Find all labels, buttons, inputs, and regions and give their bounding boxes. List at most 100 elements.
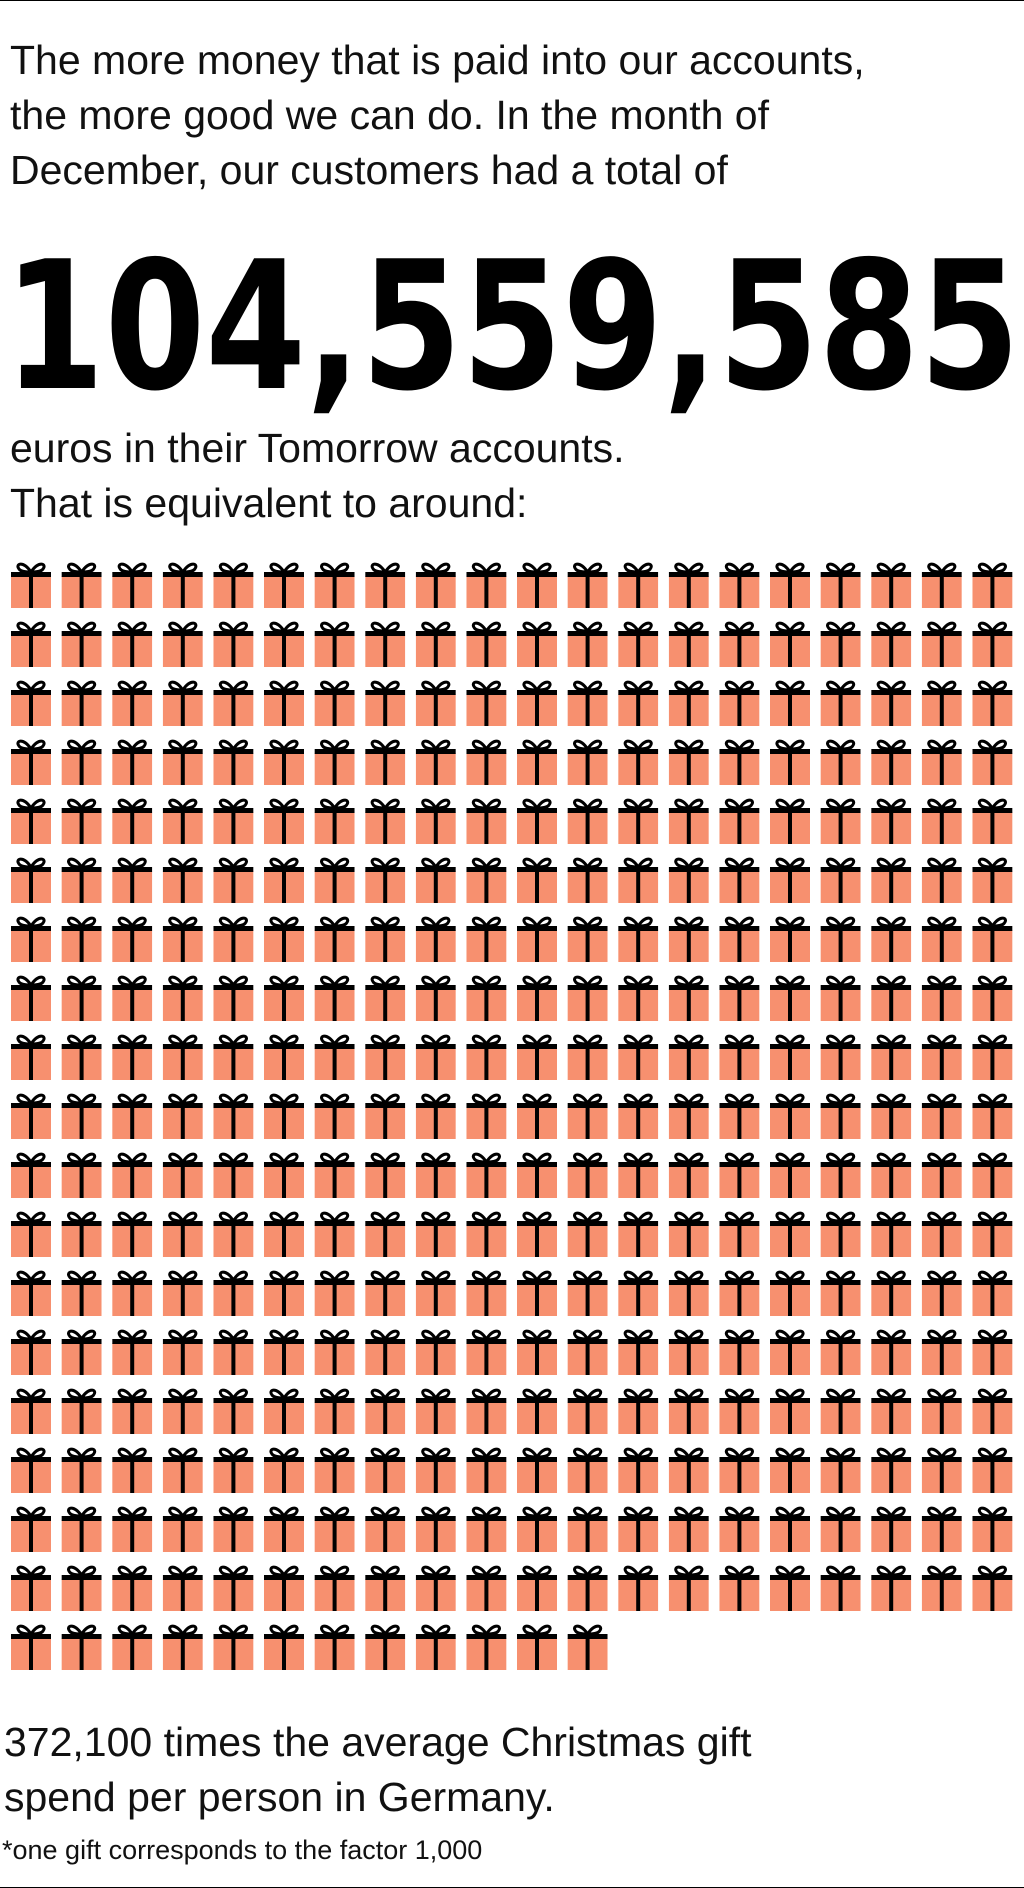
gift-icon bbox=[61, 1388, 102, 1434]
gift-icon bbox=[820, 1093, 861, 1139]
gift-icon bbox=[61, 1624, 102, 1670]
intro-line: December, our customers had a total of bbox=[10, 147, 728, 193]
after-line: That is equivalent to around: bbox=[10, 480, 528, 526]
gift-icon bbox=[567, 1506, 608, 1552]
gift-icon bbox=[365, 1211, 406, 1257]
gift-icon bbox=[112, 1388, 153, 1434]
gift-icon bbox=[112, 975, 153, 1021]
gift-icon bbox=[668, 1034, 709, 1080]
gift-icon bbox=[213, 798, 254, 844]
gift-icon bbox=[11, 680, 51, 726]
gift-icon bbox=[162, 1329, 203, 1375]
gift-icon bbox=[314, 680, 355, 726]
gift-icon bbox=[618, 975, 659, 1021]
gift-icon bbox=[719, 916, 760, 962]
gift-icon bbox=[365, 1270, 406, 1316]
gift-icon bbox=[820, 1329, 861, 1375]
gift-icon bbox=[871, 1565, 912, 1611]
gift-icon bbox=[972, 1329, 1013, 1375]
gift-icon bbox=[517, 1211, 557, 1257]
gift-icon bbox=[415, 1388, 456, 1434]
gift-icon bbox=[61, 739, 102, 785]
gift-icon bbox=[820, 562, 861, 608]
gift-icon bbox=[871, 680, 912, 726]
gift-icon bbox=[719, 1152, 760, 1198]
gift-icon bbox=[162, 562, 203, 608]
gift-icon bbox=[264, 1624, 304, 1670]
gift-icon bbox=[820, 1506, 861, 1552]
gift-icon bbox=[871, 1093, 912, 1139]
gift-icon bbox=[770, 798, 810, 844]
gift-icon bbox=[112, 1624, 153, 1670]
gift-icon bbox=[567, 621, 608, 667]
gift-icon bbox=[162, 1211, 203, 1257]
gift-icon bbox=[264, 1388, 304, 1434]
gift-icon bbox=[972, 1152, 1013, 1198]
gift-icon bbox=[466, 1624, 507, 1670]
gift-icon bbox=[213, 857, 254, 903]
gift-icon bbox=[213, 739, 254, 785]
gift-icon bbox=[517, 562, 557, 608]
gift-icon bbox=[162, 798, 203, 844]
gift-icon bbox=[314, 975, 355, 1021]
gift-icon bbox=[314, 1388, 355, 1434]
gift-icon bbox=[719, 1093, 760, 1139]
gift-icon bbox=[466, 1211, 507, 1257]
gift-icon bbox=[162, 916, 203, 962]
gift-icon bbox=[719, 1329, 760, 1375]
gift-icon bbox=[668, 1152, 709, 1198]
gift-icon bbox=[618, 1506, 659, 1552]
gift-icon bbox=[972, 1506, 1013, 1552]
gift-icon bbox=[264, 1034, 304, 1080]
gift-icon bbox=[770, 975, 810, 1021]
gift-icon bbox=[517, 1565, 557, 1611]
gift-icon bbox=[921, 1034, 962, 1080]
gift-icon bbox=[618, 1270, 659, 1316]
gift-icon bbox=[365, 1565, 406, 1611]
gift-icon bbox=[264, 916, 304, 962]
gift-icon bbox=[314, 1093, 355, 1139]
gift-icon bbox=[415, 1329, 456, 1375]
gift-icon bbox=[921, 1565, 962, 1611]
gift-icon bbox=[668, 975, 709, 1021]
gift-icon bbox=[820, 1034, 861, 1080]
gift-icon bbox=[517, 1093, 557, 1139]
gift-icon bbox=[466, 621, 507, 667]
gift-icon bbox=[11, 1506, 51, 1552]
gift-icon bbox=[365, 857, 406, 903]
gift-icon bbox=[618, 1034, 659, 1080]
gift-icon bbox=[264, 1093, 304, 1139]
gift-icon bbox=[567, 916, 608, 962]
gift-icon bbox=[61, 1093, 102, 1139]
gift-icon bbox=[972, 562, 1013, 608]
gift-icon bbox=[415, 562, 456, 608]
gift-icon bbox=[61, 562, 102, 608]
gift-icon bbox=[668, 1211, 709, 1257]
gift-icon bbox=[162, 1034, 203, 1080]
gift-icon bbox=[719, 1211, 760, 1257]
gift-icon bbox=[466, 1034, 507, 1080]
gift-icon bbox=[112, 1152, 153, 1198]
gift-icon bbox=[213, 1447, 254, 1493]
gift-icon bbox=[264, 1152, 304, 1198]
gift-icon bbox=[314, 1506, 355, 1552]
gift-icon bbox=[264, 562, 304, 608]
gift-icon bbox=[668, 857, 709, 903]
gift-icon bbox=[112, 1270, 153, 1316]
gift-icon bbox=[517, 916, 557, 962]
gift-icon bbox=[11, 1270, 51, 1316]
gift-icon bbox=[517, 857, 557, 903]
gift-icon bbox=[314, 739, 355, 785]
gift-icon bbox=[466, 739, 507, 785]
gift-icon bbox=[770, 739, 810, 785]
gift-icon bbox=[517, 798, 557, 844]
gift-icon bbox=[11, 1152, 51, 1198]
gift-icon bbox=[517, 1034, 557, 1080]
gift-icon bbox=[517, 1447, 557, 1493]
gift-icon bbox=[871, 1329, 912, 1375]
gift-icon bbox=[921, 1388, 962, 1434]
gift-icon bbox=[314, 798, 355, 844]
gift-icon bbox=[871, 1034, 912, 1080]
gift-icon bbox=[871, 1447, 912, 1493]
total: 104,559,585 bbox=[4, 226, 1020, 416]
